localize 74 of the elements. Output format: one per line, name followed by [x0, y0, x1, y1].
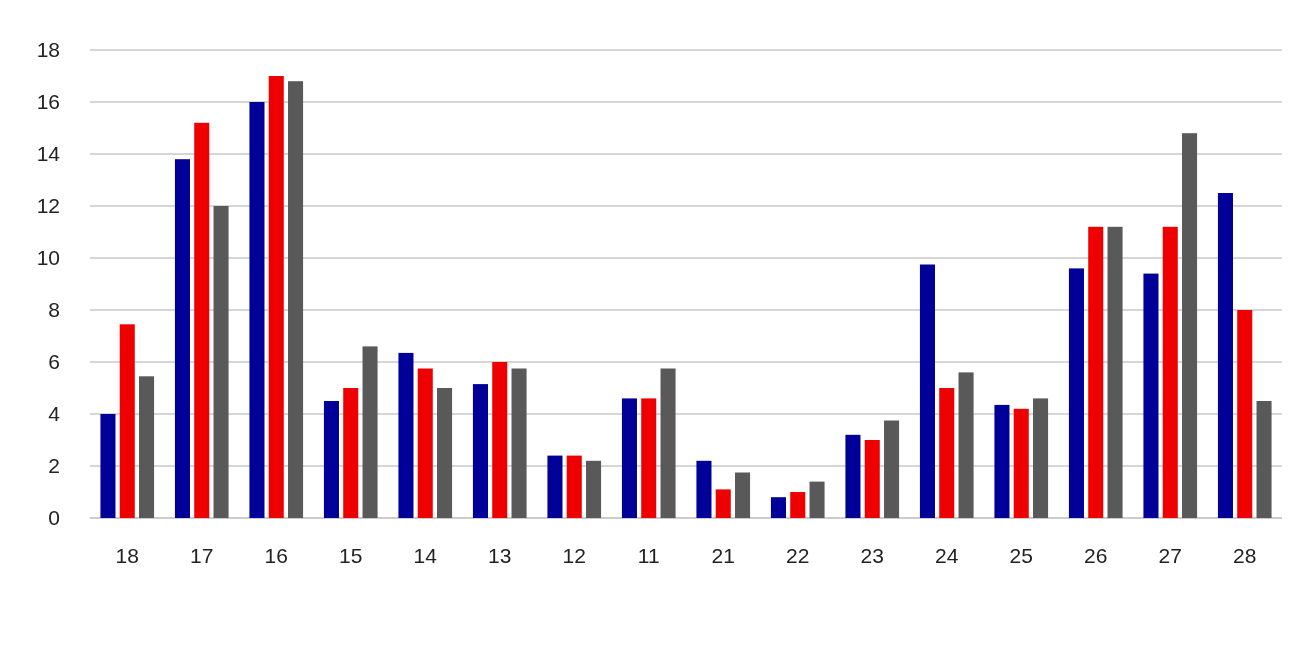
x-tick-label: 22	[786, 544, 810, 567]
x-tick-label: 13	[488, 544, 512, 567]
bar	[492, 362, 508, 518]
bar	[417, 368, 433, 518]
bar	[660, 368, 676, 518]
x-tick-label: 14	[413, 544, 438, 567]
bar	[958, 372, 974, 518]
bar	[1143, 273, 1159, 518]
x-tick-label: 21	[711, 544, 735, 567]
bar	[323, 401, 339, 518]
bar	[884, 420, 900, 518]
bar	[547, 455, 563, 518]
bar	[919, 264, 935, 518]
x-tick-label: 11	[637, 544, 660, 567]
x-tick-label: 12	[562, 544, 586, 567]
x-tick-label: 17	[190, 544, 214, 567]
bar	[1088, 226, 1104, 518]
x-tick-label: 16	[264, 544, 288, 567]
y-tick-label: 14	[36, 142, 61, 166]
y-tick-label: 6	[48, 350, 60, 374]
bar	[268, 76, 284, 518]
bar	[1217, 193, 1233, 518]
bar	[1256, 401, 1272, 518]
bar	[1013, 408, 1029, 518]
bar	[770, 497, 786, 518]
bar	[249, 102, 265, 518]
bar	[939, 388, 955, 518]
bar	[139, 376, 155, 518]
bar	[845, 434, 861, 518]
y-tick-label: 8	[48, 298, 60, 322]
bar	[194, 122, 210, 518]
bar	[119, 324, 135, 518]
bar	[864, 440, 880, 518]
bar	[343, 388, 359, 518]
bar	[1033, 398, 1049, 518]
bar	[362, 346, 378, 518]
bar	[511, 368, 527, 518]
x-tick-label: 28	[1233, 544, 1257, 567]
x-tick-label: 23	[860, 544, 884, 567]
bar	[1182, 133, 1198, 518]
bar	[100, 414, 116, 518]
bar	[1068, 268, 1084, 518]
y-tick-label: 10	[36, 246, 60, 270]
y-tick-label: 2	[48, 454, 60, 478]
y-tick-label: 18	[36, 38, 60, 62]
bar	[566, 455, 582, 518]
y-tick-label: 12	[36, 194, 60, 218]
x-tick-label: 26	[1084, 544, 1108, 567]
y-tick-label: 0	[48, 506, 60, 530]
bar	[641, 398, 657, 518]
bar	[1107, 226, 1123, 518]
y-tick-label: 4	[48, 402, 61, 426]
x-tick-label: 15	[339, 544, 363, 567]
x-tick-label: 27	[1158, 544, 1182, 567]
x-tick-label: 25	[1009, 544, 1033, 567]
bar	[174, 159, 190, 518]
bar	[735, 472, 751, 518]
x-tick-label: 24	[935, 544, 959, 567]
bar	[437, 388, 453, 518]
bar	[1237, 310, 1253, 518]
bar	[213, 206, 229, 518]
bar	[1162, 226, 1178, 518]
bar	[288, 81, 304, 518]
bar	[621, 398, 637, 518]
x-tick-label: 18	[115, 544, 139, 567]
bar	[994, 404, 1010, 518]
bar	[696, 460, 712, 518]
bar	[586, 460, 602, 518]
y-tick-label: 16	[36, 90, 60, 114]
bar	[715, 489, 731, 518]
bar	[790, 492, 806, 518]
bar	[398, 352, 414, 518]
bar	[809, 481, 825, 518]
bar	[472, 384, 488, 518]
